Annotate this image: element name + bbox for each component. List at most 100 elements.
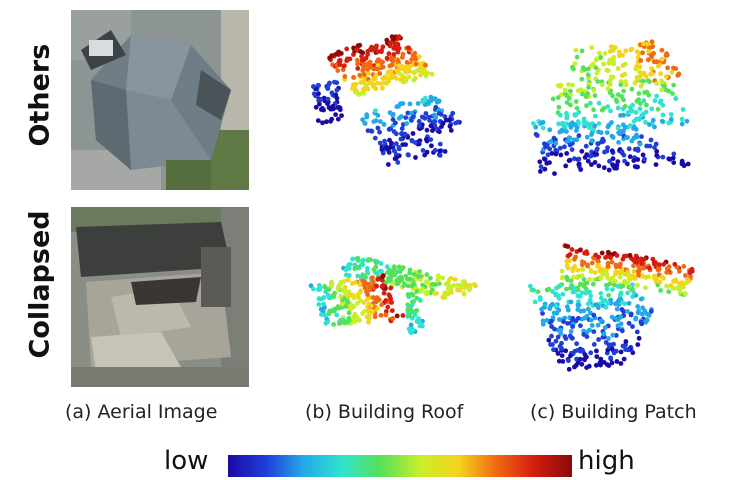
point xyxy=(583,143,589,149)
point xyxy=(316,91,321,97)
point xyxy=(355,256,361,262)
point xyxy=(364,62,369,68)
point xyxy=(686,278,692,284)
point xyxy=(601,331,607,337)
point xyxy=(641,70,647,76)
point xyxy=(570,316,576,321)
point xyxy=(653,260,658,265)
point xyxy=(630,102,636,108)
point xyxy=(656,262,662,268)
point xyxy=(394,155,399,161)
point xyxy=(618,290,624,296)
point xyxy=(413,61,419,67)
point xyxy=(566,158,572,164)
point xyxy=(626,146,632,152)
point xyxy=(677,268,682,274)
point xyxy=(391,36,397,42)
point xyxy=(386,76,392,82)
point xyxy=(619,328,625,334)
point xyxy=(569,247,575,252)
point xyxy=(367,62,373,68)
point xyxy=(385,304,391,310)
point xyxy=(317,296,323,302)
point xyxy=(386,162,391,167)
point xyxy=(340,67,346,73)
point xyxy=(325,319,331,324)
point xyxy=(625,290,631,296)
point xyxy=(643,319,649,325)
point xyxy=(628,108,634,114)
point xyxy=(599,295,604,301)
point xyxy=(320,120,325,126)
point xyxy=(396,146,402,152)
point xyxy=(334,87,340,93)
point xyxy=(654,153,660,158)
point xyxy=(631,126,636,131)
point xyxy=(603,304,609,310)
point xyxy=(609,259,615,265)
point xyxy=(559,268,565,274)
point xyxy=(394,313,400,319)
point xyxy=(677,285,683,291)
point xyxy=(579,148,585,154)
point xyxy=(406,45,411,51)
point xyxy=(579,347,585,353)
point xyxy=(380,44,386,50)
point xyxy=(606,292,611,298)
point xyxy=(572,61,578,67)
point xyxy=(598,275,603,281)
point xyxy=(375,113,381,118)
point xyxy=(596,337,601,342)
point xyxy=(365,128,371,134)
point xyxy=(532,299,538,305)
point xyxy=(677,289,683,295)
point xyxy=(644,311,650,317)
point xyxy=(389,62,395,68)
point xyxy=(657,279,663,285)
point xyxy=(360,311,365,316)
point xyxy=(355,273,361,279)
point-cloud-patch-collapsed xyxy=(520,235,720,375)
point xyxy=(659,274,665,280)
point xyxy=(379,147,385,152)
point xyxy=(410,114,416,120)
point xyxy=(331,322,336,327)
point xyxy=(660,102,666,108)
point xyxy=(354,47,360,53)
point xyxy=(395,36,400,42)
point xyxy=(575,302,581,308)
point xyxy=(664,270,670,275)
point xyxy=(622,158,627,164)
point xyxy=(596,262,601,268)
point xyxy=(450,110,456,116)
point xyxy=(335,116,341,122)
point xyxy=(576,156,582,162)
caption-building-patch: (c) Building Patch xyxy=(530,401,697,423)
point xyxy=(683,273,688,278)
point xyxy=(311,84,316,89)
caption-aerial-image: (a) Aerial Image xyxy=(65,401,218,423)
point xyxy=(652,145,657,150)
point xyxy=(634,259,640,264)
point xyxy=(423,111,429,116)
point xyxy=(638,319,644,325)
point xyxy=(578,167,584,173)
point xyxy=(365,292,370,298)
point xyxy=(547,160,552,166)
point xyxy=(335,68,341,73)
point xyxy=(422,115,428,121)
point xyxy=(423,73,429,79)
point xyxy=(448,275,454,281)
point xyxy=(620,52,625,58)
point xyxy=(579,91,585,97)
point xyxy=(606,167,612,173)
point xyxy=(427,118,432,123)
point xyxy=(636,116,642,121)
point xyxy=(666,264,672,270)
point xyxy=(609,346,615,352)
point xyxy=(375,297,381,302)
point xyxy=(590,138,595,144)
point xyxy=(320,105,325,111)
point xyxy=(683,291,688,297)
point xyxy=(568,328,574,334)
